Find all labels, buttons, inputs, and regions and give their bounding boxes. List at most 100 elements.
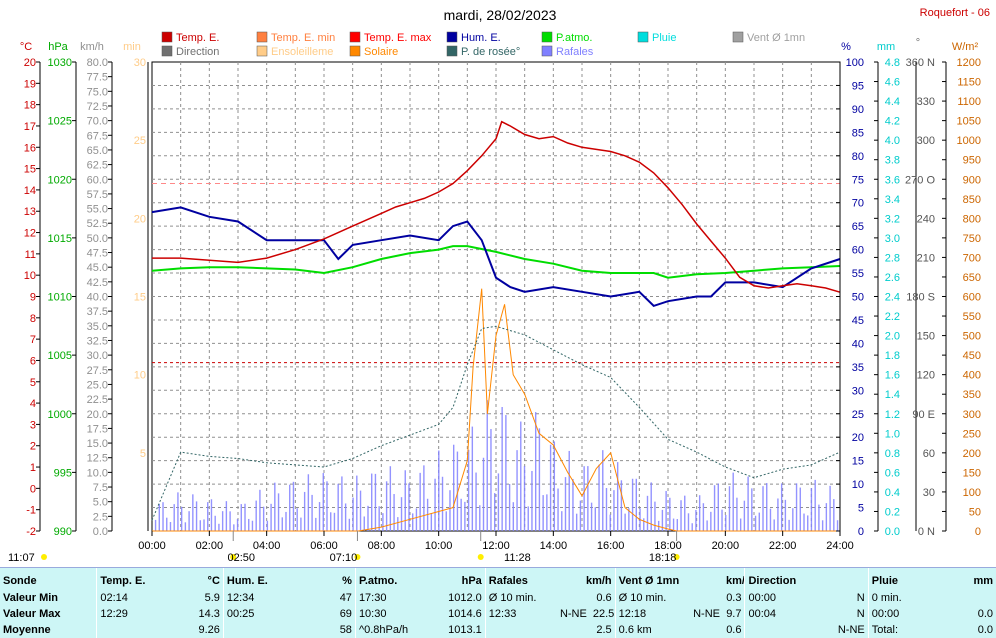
summary-row-max: Valeur Max 12:29 14.3 00:25 69 10:30 101… xyxy=(0,606,996,622)
humidity-line xyxy=(151,206,841,308)
gust-bar xyxy=(400,497,403,531)
sonde-header: Sonde xyxy=(3,574,37,587)
gust-bar xyxy=(326,481,328,531)
hum-axis-tick-label: 45 xyxy=(852,315,864,327)
press-header: P.atmo. xyxy=(354,568,433,590)
gust-bar xyxy=(654,501,656,531)
rain-axis-tick-label: 4.0 xyxy=(885,135,900,147)
solar-axis-tick-label: 800 xyxy=(963,213,981,225)
sunrise-label: 07:10 xyxy=(330,552,358,564)
hum-axis-tick-label: 40 xyxy=(852,338,864,350)
weather-chart: mardi, 28/02/2023 Roquefort - 06 Temp. E… xyxy=(8,7,990,564)
gust-bar xyxy=(527,506,529,531)
wind-axis-tick-label: 7.5 xyxy=(93,482,108,494)
wind-axis-tick-label: 37.5 xyxy=(87,306,108,318)
rain-axis-tick-label: 2.2 xyxy=(885,311,900,323)
gust-bar xyxy=(397,517,399,531)
gust-bar xyxy=(635,478,638,531)
x-tick-label: 20:00 xyxy=(712,540,740,552)
rain-axis-tick-label: 1.0 xyxy=(885,428,900,440)
rain-axis-tick-label: 4.8 xyxy=(885,57,900,69)
wind-axis-tick-label: 57.5 xyxy=(87,189,108,201)
temp-axis-tick-label: -2 xyxy=(26,526,36,538)
rain-axis-unit: mm xyxy=(877,41,895,53)
hum-axis-tick-label: 70 xyxy=(852,198,864,210)
gust-bar xyxy=(490,429,492,531)
rain-axis-tick-label: 0.2 xyxy=(885,506,900,518)
legend-swatch xyxy=(256,45,268,57)
press-axis-tick-label: 1000 xyxy=(48,409,72,421)
hum-axis-tick-label: 30 xyxy=(852,385,864,397)
x-tick-label: 14:00 xyxy=(540,540,568,552)
day-length-label: 11:07 xyxy=(8,552,35,564)
temp-axis-tick-label: 20 xyxy=(24,57,36,69)
x-tick-label: 12:00 xyxy=(482,540,510,552)
press-axis-tick-label: 1020 xyxy=(48,174,72,186)
gust-bar xyxy=(300,517,302,531)
rain-axis-tick-label: 4.6 xyxy=(885,77,900,89)
gust-bar xyxy=(836,520,839,531)
legend-label: Temp. E. xyxy=(176,32,219,44)
sunset-label: 18:18 xyxy=(649,552,677,564)
legend-label: Pluie xyxy=(652,32,676,44)
gust-bar xyxy=(747,476,749,531)
gust-bar xyxy=(672,518,675,531)
temp-axis-tick-label: 16 xyxy=(24,142,36,154)
right-axes: 0 5 10 15 20 25 30 35 40 45 50 55 60 65 70 75 80 85 90 95 10… xyxy=(836,57,981,538)
gust-unit: km/h xyxy=(585,574,612,587)
temp-axis-tick-label: 19 xyxy=(24,78,36,90)
wind-distance: 0.6 km xyxy=(614,622,685,638)
wind-axis-tick-label: 27.5 xyxy=(87,365,108,377)
gust-bar xyxy=(807,515,809,531)
gust-bar xyxy=(698,495,701,531)
wind-axis-tick-label: 20.0 xyxy=(87,409,108,421)
gust-bar xyxy=(751,488,753,531)
solar-axis-tick-label: 1100 xyxy=(957,96,981,108)
x-tick-label: 06:00 xyxy=(310,540,338,552)
gust-bar xyxy=(661,509,664,531)
gust-bar xyxy=(546,494,548,531)
hum-axis-tick-label: 85 xyxy=(852,127,864,139)
hum-axis-tick-label: 90 xyxy=(852,104,864,116)
wind-unit: km/h xyxy=(725,574,745,587)
gust-bar xyxy=(195,501,198,531)
gust-bar xyxy=(315,517,317,531)
gust-bar xyxy=(359,490,362,531)
rain-axis-tick-label: 1.2 xyxy=(885,409,900,421)
solar-axis-tick-label: 250 xyxy=(963,428,981,440)
legend-item: Ensoleilleme xyxy=(256,45,333,58)
gust-bar xyxy=(568,450,570,531)
x-tick-label: 02:00 xyxy=(196,540,224,552)
press-axis-tick-label: 1010 xyxy=(48,292,72,304)
gust-bar xyxy=(631,478,634,531)
x-tick-label: 08:00 xyxy=(368,540,396,552)
rain-axis-tick-label: 4.4 xyxy=(885,96,900,108)
gust-bar xyxy=(233,524,235,531)
press-trend: ^0.8hPa/h xyxy=(354,622,433,638)
temp-time xyxy=(96,622,163,638)
temp-axis-tick-label: 3 xyxy=(30,419,36,431)
gust-bar xyxy=(788,519,790,531)
legend-swatch xyxy=(446,45,458,57)
gust-bar xyxy=(520,421,522,531)
gust-bar xyxy=(434,478,436,531)
station-name: Roquefort - 06 xyxy=(920,7,990,19)
axis-units: °C hPa km/h min% mm ° W/m² xyxy=(20,37,979,53)
temp-value: 9.26 xyxy=(198,624,220,636)
gust-time xyxy=(484,622,552,638)
gust-bar xyxy=(769,508,772,531)
gust-bar xyxy=(695,509,697,531)
gust-bar xyxy=(266,520,269,531)
gust-dir xyxy=(551,590,590,606)
hum-time xyxy=(222,622,292,638)
rain-axis-tick-label: 0.0 xyxy=(885,526,900,538)
gust-dir: N-NE xyxy=(559,608,587,620)
gust-bar xyxy=(736,497,738,531)
summary-header-row: Sonde Temp. E. °C Hum. E. % P.atmo. hPa … xyxy=(0,568,996,590)
gust-bar xyxy=(419,472,421,531)
solar-axis-tick-label: 700 xyxy=(963,252,981,264)
gust-bar xyxy=(613,490,615,531)
legend-item: Direction xyxy=(161,45,219,58)
temp-value: 5.9 xyxy=(204,592,220,604)
gust-bar xyxy=(643,518,645,531)
